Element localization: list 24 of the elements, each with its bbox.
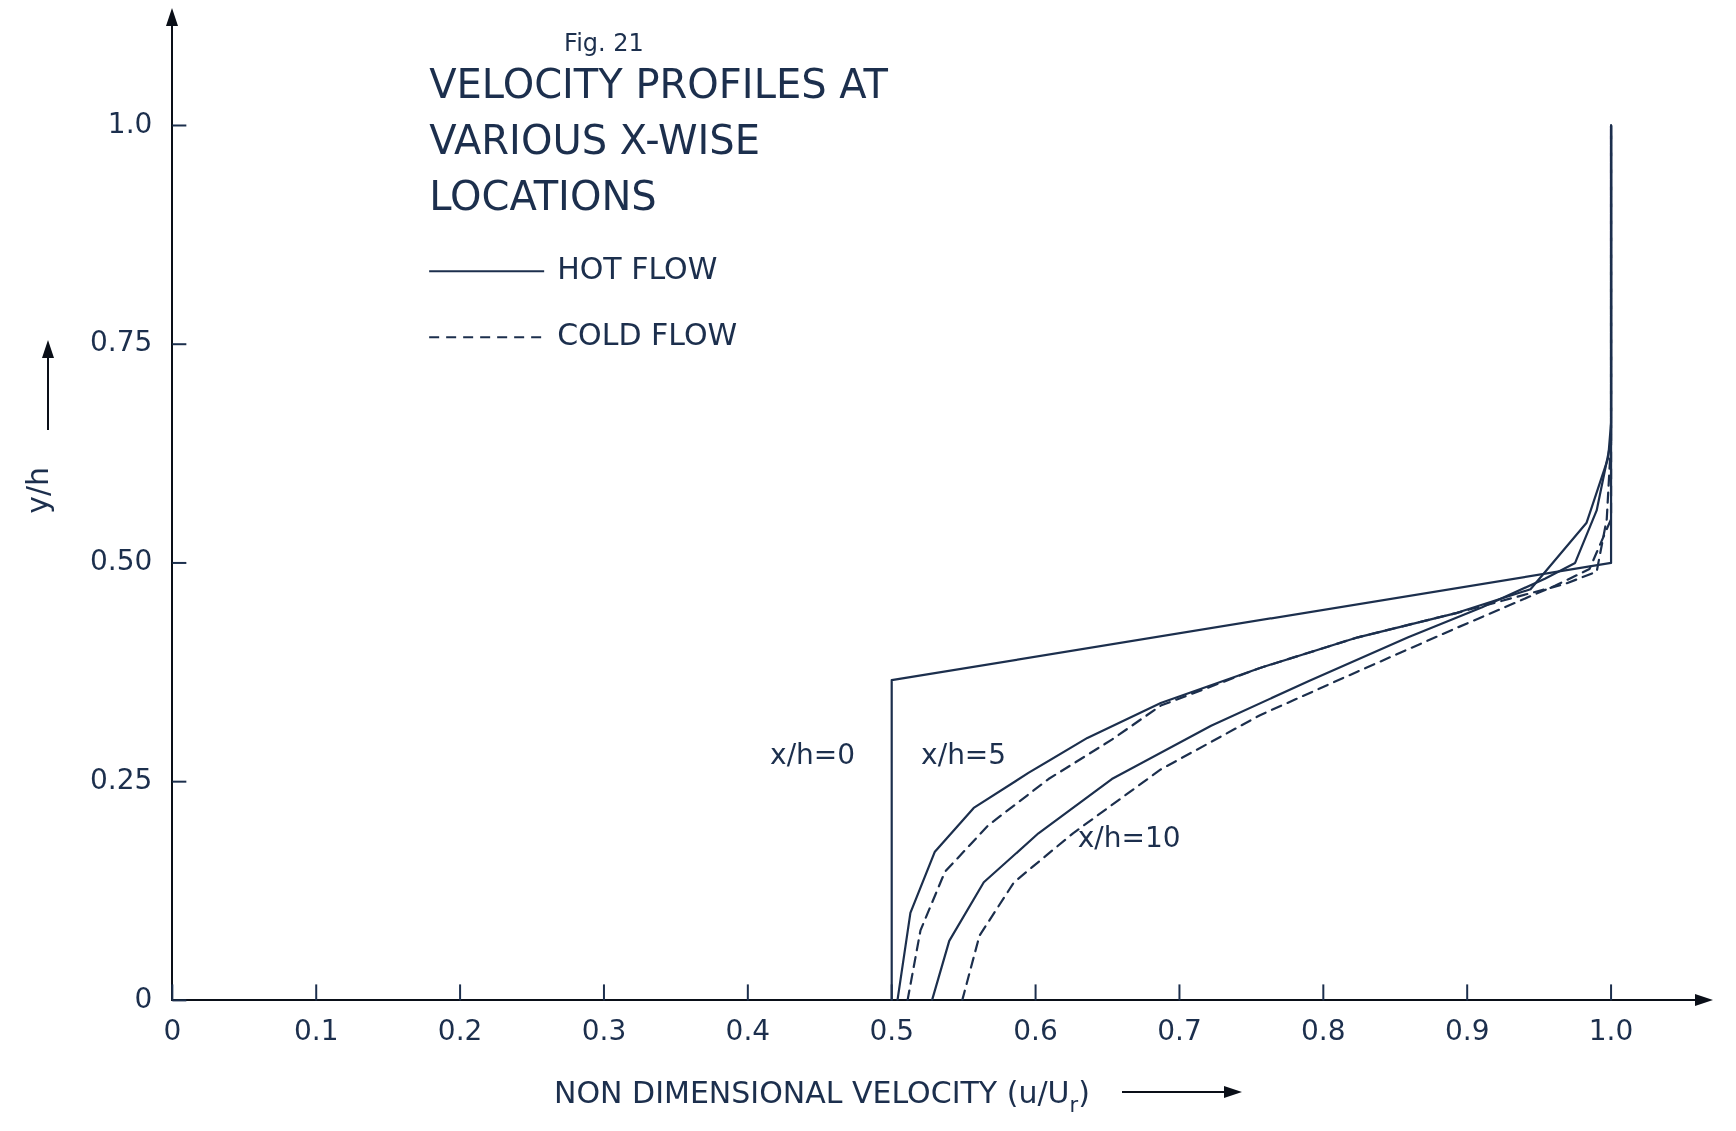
y-axis-title: y/h xyxy=(20,466,55,514)
x-tick-label: 0.3 xyxy=(581,1014,627,1048)
legend-label: COLD FLOW xyxy=(557,317,738,353)
x-tick-label: 0.9 xyxy=(1444,1014,1490,1048)
x-tick-label: 1.0 xyxy=(1588,1014,1634,1048)
y-tick-label: 0.75 xyxy=(90,325,153,359)
x-tick-label: 0.2 xyxy=(437,1014,483,1048)
y-tick-label: 0.25 xyxy=(90,762,153,796)
x-tick-label: 0.7 xyxy=(1157,1014,1202,1048)
x-tick-label: 0 xyxy=(163,1014,182,1048)
x-tick-label: 0.4 xyxy=(725,1014,771,1048)
annotation: Fig. 21 xyxy=(564,29,644,58)
x-tick-label: 0.1 xyxy=(293,1014,339,1048)
y-tick-label: 0 xyxy=(134,981,153,1015)
legend-label: HOT FLOW xyxy=(557,251,718,287)
x-tick-label: 0.5 xyxy=(869,1014,914,1048)
y-tick-label: 1.0 xyxy=(107,106,153,140)
x-tick-label: 0.8 xyxy=(1301,1014,1346,1048)
y-tick-label: 0.50 xyxy=(90,544,153,578)
x-tick-label: 0.6 xyxy=(1013,1014,1058,1048)
annotation: x/h=0 xyxy=(770,738,856,772)
annotation: x/h=10 xyxy=(1077,821,1181,855)
annotation: x/h=5 xyxy=(921,738,1007,772)
text: VELOCITY PROFILES AT VARIOUS X-WISE LOCATIONS xyxy=(429,61,889,219)
